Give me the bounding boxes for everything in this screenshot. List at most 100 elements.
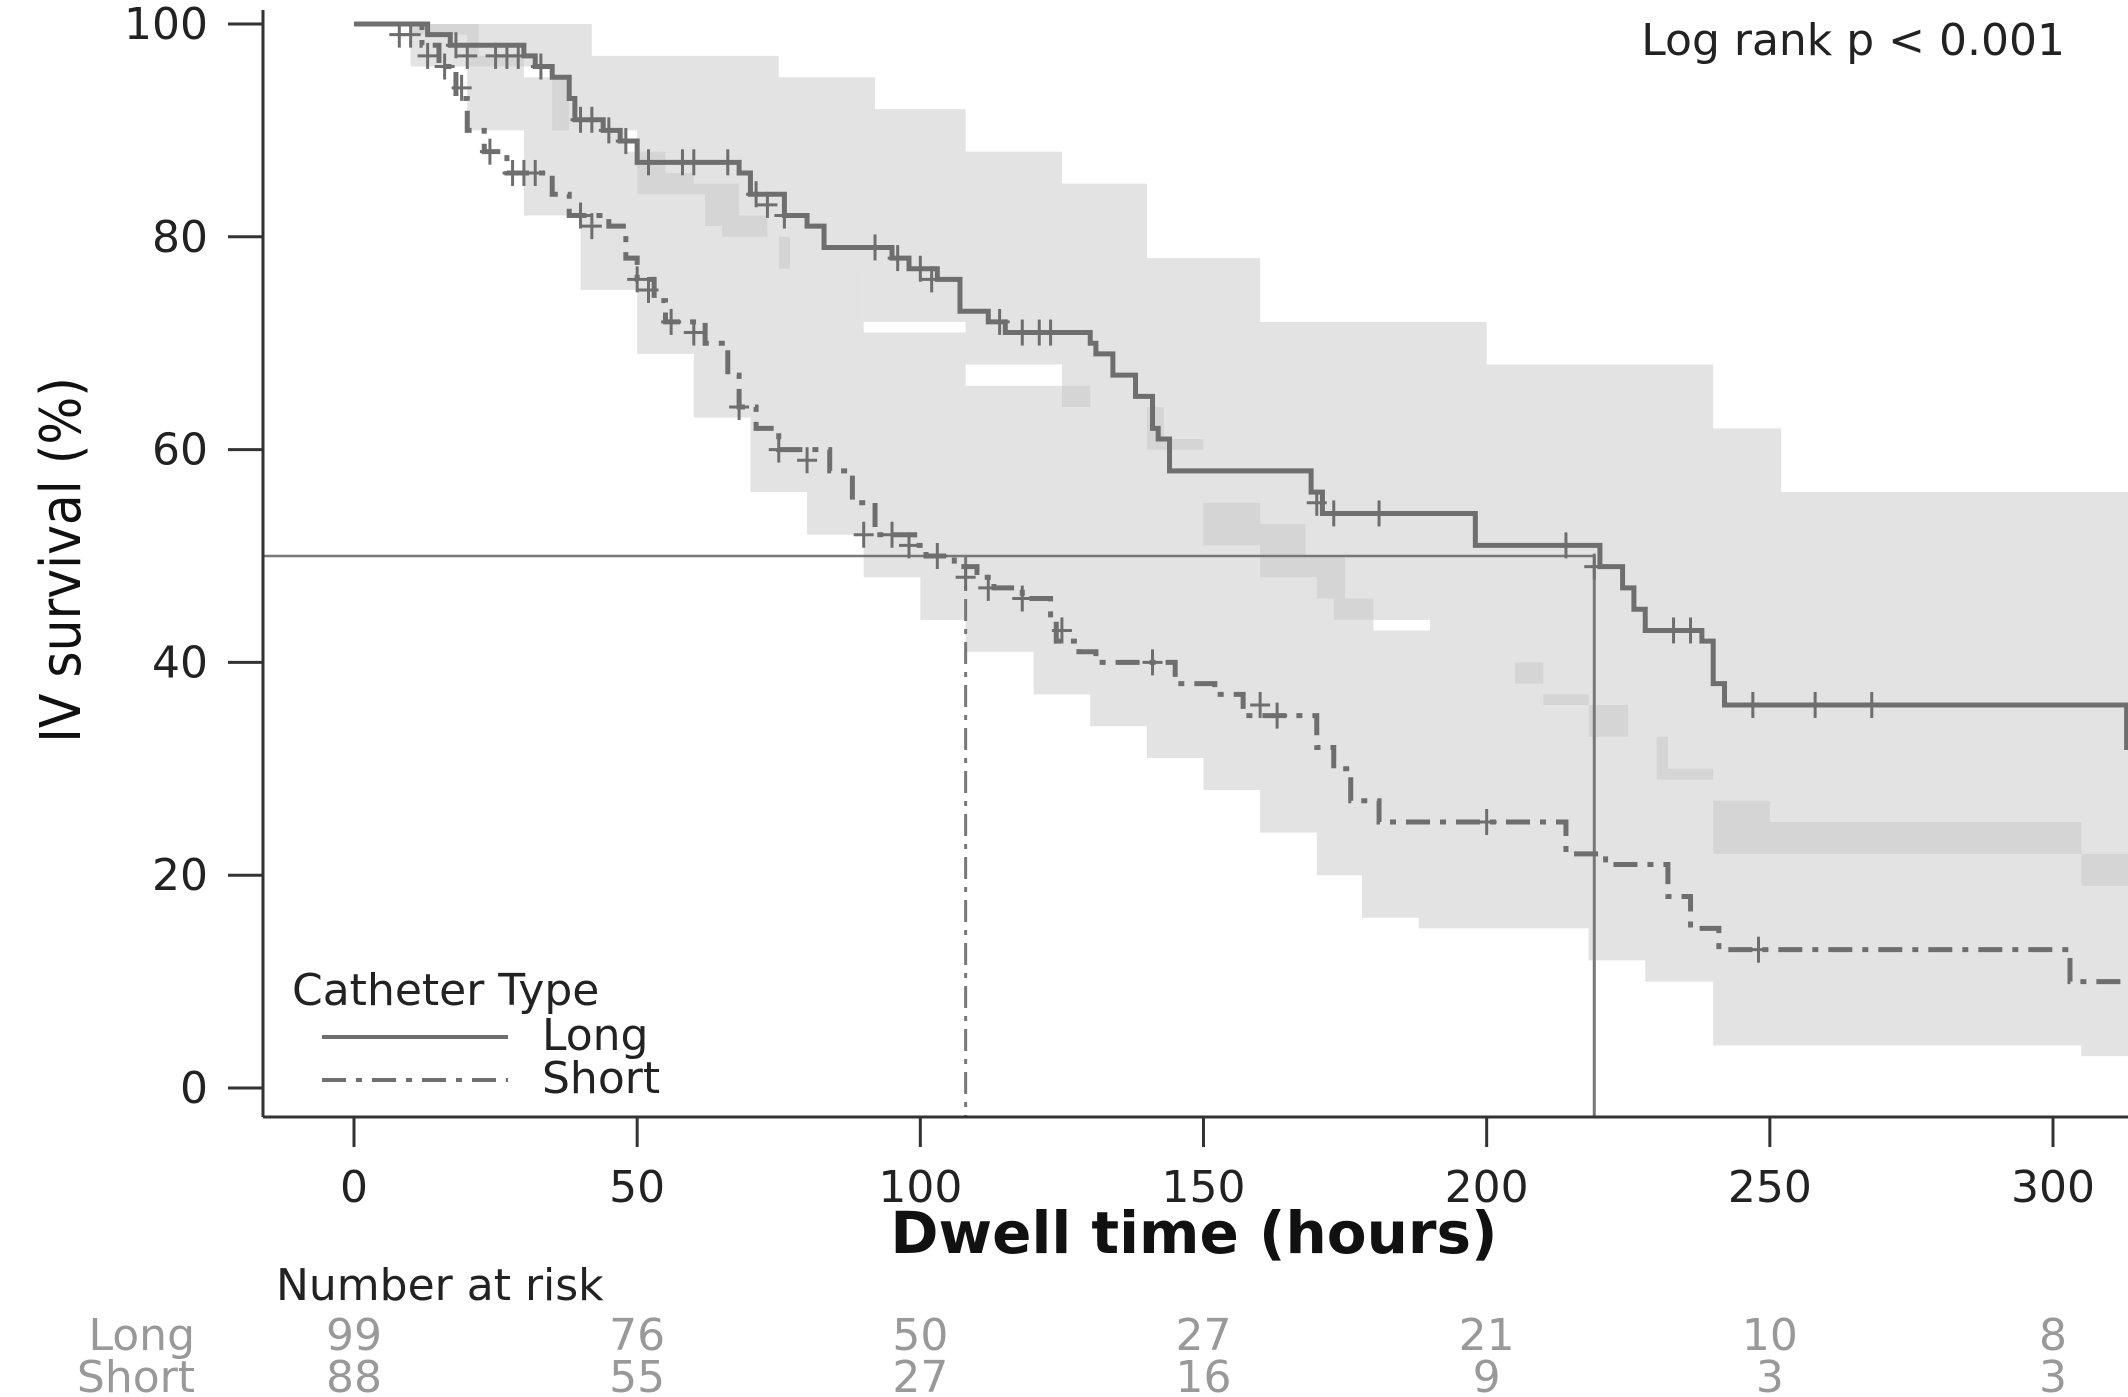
risk-value: 55 [609,1352,665,1397]
chart-text: Dwell time (hours) IV survival (%) Log ran… [29,15,2065,1267]
censor-mark-long [1584,553,1605,580]
x-tick-label: 150 [1162,1162,1246,1213]
censor-mark-short [627,266,648,293]
censor-mark-short [1476,809,1497,835]
y-tick-label: 0 [180,1063,208,1114]
risk-value: 21 [1459,1310,1515,1361]
censor-mark-long [1663,617,1684,644]
y-tick-label: 80 [152,212,208,263]
censor-mark-short [1267,702,1288,729]
censor-mark-short [683,319,704,346]
risk-table-title: Number at risk [276,1260,604,1311]
x-tick-label: 250 [1728,1162,1812,1213]
risk-value: 9 [1473,1352,1501,1397]
ci-band-short [354,24,2128,1057]
censor-mark-short [417,42,438,69]
censor-mark-long [400,21,421,48]
risk-value: 88 [326,1352,382,1397]
axes: 0 20 40 60 80 100 0 50 100 150 200 250 300 [124,0,2128,1213]
censor-mark-short [570,202,591,229]
censor-mark-long [530,53,551,80]
censor-mark-long [1306,489,1327,516]
censor-mark-short [927,543,948,569]
censor-mark-short [1051,617,1072,644]
censor-mark-long [1805,691,1826,718]
y-tick-label: 20 [152,850,208,901]
risk-value: 3 [1756,1352,1784,1397]
censor-mark-long [1861,691,1882,718]
censor-mark-long [1742,691,1763,718]
risk-row-label-long: Long [89,1310,195,1361]
censor-mark-short [955,564,976,591]
legend-title: Catheter Type [292,965,599,1016]
censor-mark-long [508,42,529,69]
censor-mark-short [899,532,920,559]
ci-band-long [354,24,2128,886]
x-tick-label: 200 [1445,1162,1529,1213]
censor-mark-long [910,255,931,282]
x-tick-label: 50 [609,1162,665,1213]
censor-mark-long [1012,319,1033,346]
censor-mark-short [768,436,789,463]
censor-mark-long [445,32,466,59]
censor-mark-short [797,447,818,474]
censor-mark-short [479,138,500,165]
censor-mark-short [661,308,682,335]
censor-mark-long [921,266,942,293]
risk-value: 27 [1176,1310,1232,1361]
censor-mark-long [887,245,908,272]
logrank-annotation: Log rank p < 0.001 [1641,15,2065,66]
y-tick-label: 60 [152,425,208,476]
risk-value: 16 [1176,1352,1232,1397]
censor-mark-short [978,574,999,601]
censor-mark-short [434,53,455,80]
censor-mark-long [638,149,659,176]
survival-curve-short [354,21,2128,985]
risk-value: 27 [892,1352,948,1397]
censor-mark-long [865,234,886,261]
x-axis-title: Dwell time (hours) [890,1199,1497,1267]
censor-mark-long [1555,532,1576,559]
risk-value: 99 [326,1310,382,1361]
legend-label-short: Short [542,1053,660,1104]
censor-mark-short [729,394,750,421]
censor-mark-short [853,521,874,548]
censor-mark-short [1012,585,1033,612]
censor-mark-long [457,42,478,69]
censor-mark-long [1040,319,1061,346]
censor-mark-long [615,128,636,155]
risk-value: 76 [609,1310,665,1361]
confidence-bands [354,24,2128,1057]
risk-row-label-short: Short [77,1352,195,1397]
censor-mark-short [451,74,472,101]
risk-value: 3 [2039,1352,2067,1397]
censor-mark-long [598,117,619,144]
y-tick-label: 40 [152,637,208,688]
censor-mark-short [525,159,546,186]
censor-mark-short [581,213,602,240]
censor-mark-long [1323,500,1344,527]
censor-mark-short [1250,691,1271,718]
censor-mark-short [882,521,903,548]
x-tick-label: 300 [2011,1162,2095,1213]
censor-mark-long [717,149,738,176]
censor-mark-long [1680,617,1701,644]
legend-label-long: Long [542,1010,648,1061]
censor-mark-long [757,191,778,218]
censor-mark-long [581,106,602,133]
y-axis-title: IV survival (%) [29,377,94,743]
x-tick-label: 100 [878,1162,962,1213]
censor-mark-long [746,181,767,208]
y-tick-label: 100 [124,0,208,50]
censor-mark-short [638,277,659,303]
censor-mark-short [1748,936,1769,963]
x-tick-label: 0 [340,1162,368,1213]
censor-mark-long [1369,500,1390,527]
risk-value: 10 [1742,1310,1798,1361]
censor-mark-long [683,149,704,176]
risk-value: 50 [892,1310,948,1361]
censor-mark-short [1142,649,1163,676]
